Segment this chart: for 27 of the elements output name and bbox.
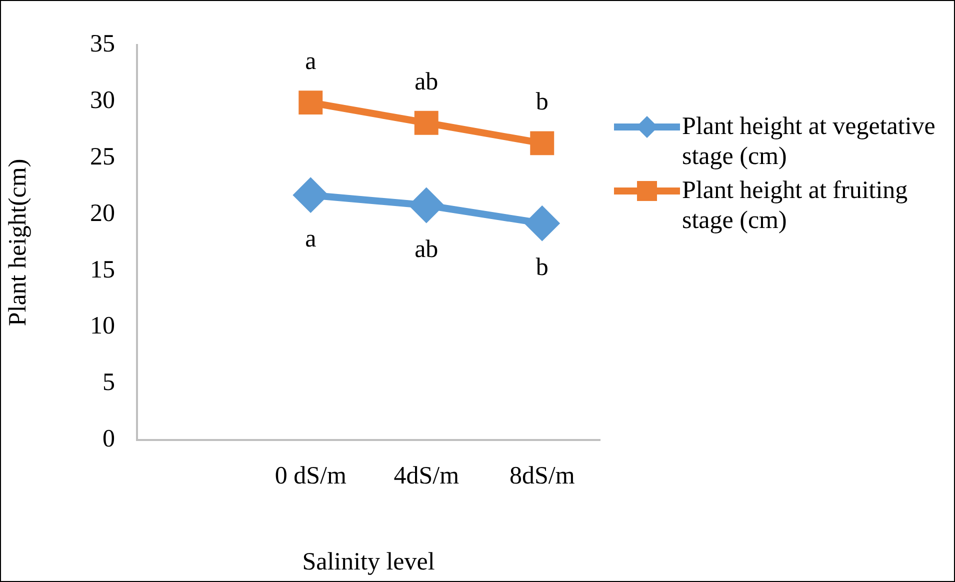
point xyxy=(526,206,559,240)
x-tick-label: 0 dS/m xyxy=(274,462,347,490)
annotation: ab xyxy=(414,236,438,263)
point xyxy=(414,110,438,135)
y-tick-label: 25 xyxy=(90,143,115,170)
point xyxy=(294,178,328,212)
annotation: a xyxy=(305,226,316,253)
point xyxy=(530,131,554,156)
y-tick-label: 20 xyxy=(90,200,115,227)
y-tick-label: 0 xyxy=(102,426,115,453)
x-tick-label: 8dS/m xyxy=(509,462,576,490)
legend-label: Plant height at vegetative stage (cm) xyxy=(682,112,936,172)
annotation: ab xyxy=(414,68,438,96)
y-tick-label: 35 xyxy=(90,30,115,58)
x-tick-label: 4dS/m xyxy=(394,462,460,490)
y-tick-label: 15 xyxy=(90,256,115,284)
point xyxy=(298,90,323,115)
legend-label: Plant height at fruiting stage (cm) xyxy=(682,176,909,236)
point xyxy=(410,188,443,222)
y-tick-label: 5 xyxy=(102,369,115,396)
annotation: a xyxy=(305,48,316,76)
annotation: b xyxy=(536,254,548,281)
y-tick-label: 10 xyxy=(90,312,115,340)
y-axis-title: Plant height(cm) xyxy=(4,158,32,326)
x-axis-title: Salinity level xyxy=(302,548,435,576)
y-tick-label: 30 xyxy=(90,86,115,114)
annotation: b xyxy=(536,88,548,116)
